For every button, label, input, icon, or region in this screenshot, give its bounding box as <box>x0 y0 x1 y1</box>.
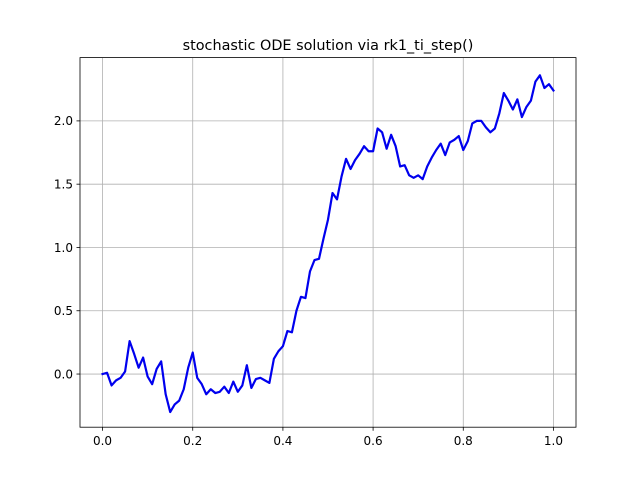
grid <box>80 57 576 428</box>
series-layer <box>101 74 555 414</box>
y-tick-label: 1.0 <box>54 241 73 255</box>
x-tick-label: 0.6 <box>364 434 383 448</box>
x-tick-label: 1.0 <box>544 434 563 448</box>
series-line-0 <box>101 74 555 414</box>
x-tick-label: 0.4 <box>273 434 292 448</box>
x-tick-label: 0.2 <box>183 434 202 448</box>
y-tick-label: 0.0 <box>54 367 73 381</box>
y-tick-label: 1.5 <box>54 177 73 191</box>
axis-ticks: 0.0 0.2 0.4 0.6 0.8 1.0 0.0 0.5 1.0 1.5 2.0 <box>54 114 563 448</box>
x-tick-label: 0.0 <box>93 434 112 448</box>
y-tick-label: 0.5 <box>54 304 73 318</box>
plot-frame <box>79 57 577 428</box>
x-tick-label: 0.8 <box>454 434 473 448</box>
chart-title: stochastic ODE solution via rk1_ti_step(… <box>183 38 474 54</box>
y-tick-label: 2.0 <box>54 114 73 128</box>
